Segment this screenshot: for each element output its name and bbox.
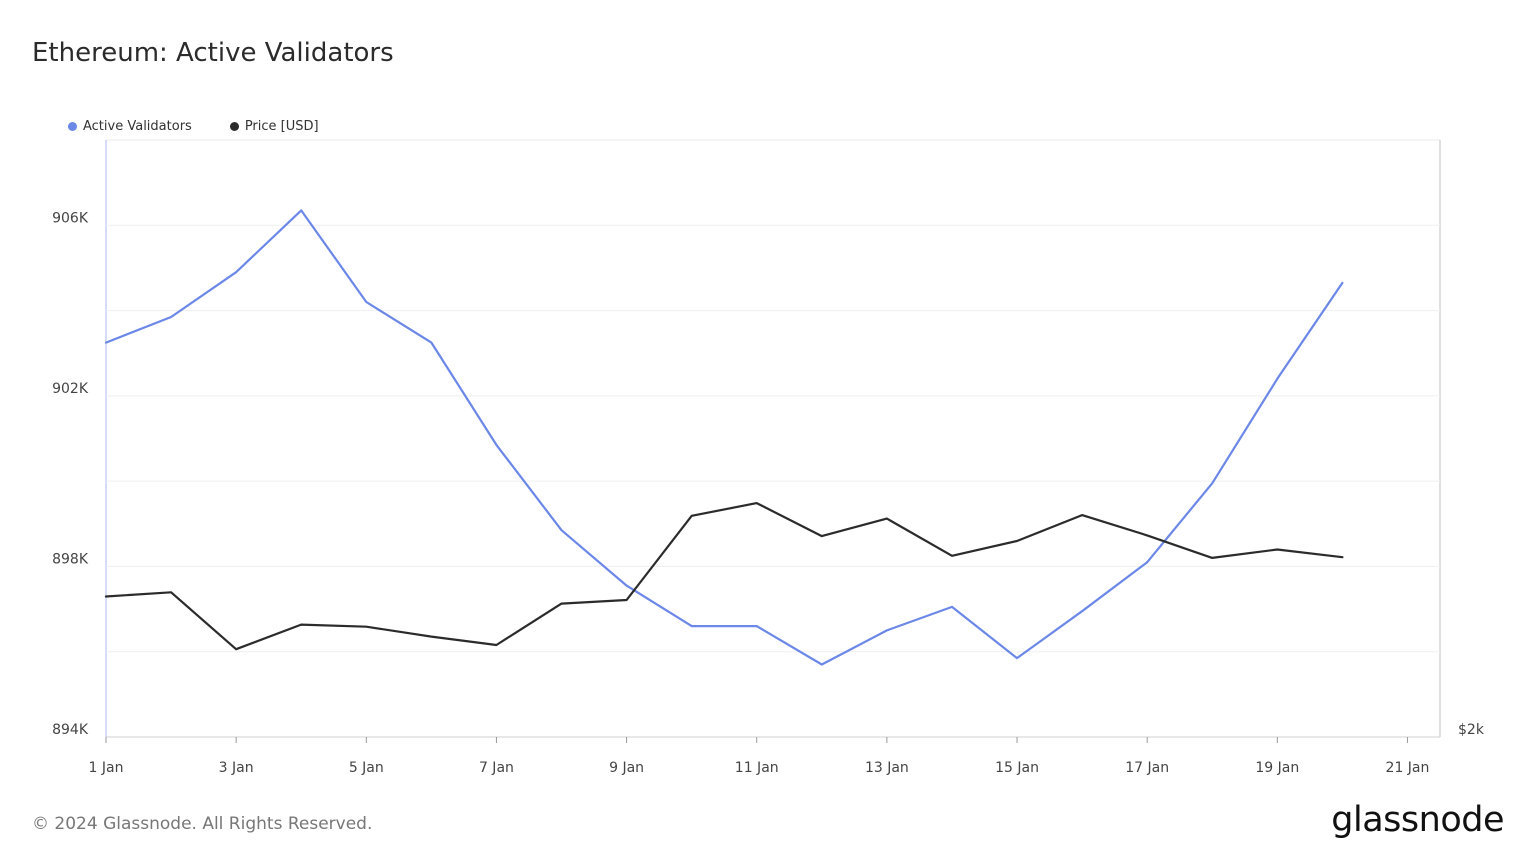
y-left-tick-label: 894K: [52, 722, 89, 738]
y-left-tick-label: 898K: [52, 551, 89, 567]
legend-item-active-validators[interactable]: Active Validators: [68, 119, 192, 134]
x-tick-label: 17 Jan: [1125, 760, 1169, 776]
series-line-active-validators: [104, 209, 1344, 666]
x-tick-label: 21 Jan: [1386, 760, 1430, 776]
x-tick-label: 15 Jan: [995, 760, 1039, 776]
x-tick-label: 13 Jan: [865, 760, 909, 776]
legend-dot-active-validators: [68, 122, 77, 131]
legend-label-price: Price [USD]: [244, 119, 319, 134]
x-tick-label: 9 Jan: [609, 760, 644, 776]
x-tick-label: 3 Jan: [219, 760, 254, 776]
legend-dot-price: [229, 122, 239, 131]
y-left-tick-label: 906K: [52, 210, 89, 226]
x-tick-label: 5 Jan: [349, 760, 384, 776]
x-tick-label: 7 Jan: [479, 760, 514, 776]
glassnode-logo: glassnode: [1331, 800, 1504, 840]
x-tick-label: 1 Jan: [89, 760, 124, 776]
x-tick-label: 11 Jan: [735, 760, 779, 776]
legend-label-active-validators: Active Validators: [83, 119, 192, 134]
y-right-tick-label: $2k: [1458, 722, 1485, 738]
series-line-price-usd: [104, 502, 1344, 651]
chart-title: Ethereum: Active Validators: [32, 38, 394, 68]
legend: Active Validators Price [USD]: [68, 119, 357, 134]
y-left-tick-label: 902K: [52, 381, 89, 397]
legend-item-price[interactable]: Price [USD]: [229, 119, 319, 134]
copyright-text: © 2024 Glassnode. All Rights Reserved.: [32, 814, 373, 834]
x-tick-label: 19 Jan: [1255, 760, 1299, 776]
